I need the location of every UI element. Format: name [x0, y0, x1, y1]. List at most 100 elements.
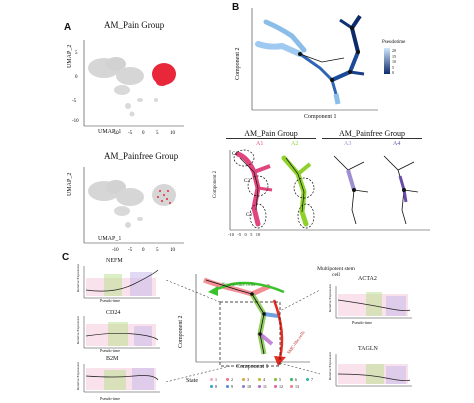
state-legend-label: 10 — [247, 384, 251, 389]
state-legend-label: 8 — [215, 384, 217, 389]
panel-a-letter: A — [64, 22, 72, 33]
state-legend-label: 5 — [279, 377, 281, 382]
acta2-xlabel: Pseudo-time — [352, 320, 372, 325]
panel-b-ylabel: Component 2 — [235, 47, 241, 81]
facet-xtick: 10 — [255, 232, 261, 237]
cluster-c1: C1 — [232, 152, 238, 157]
colorbar-tick: 0 — [392, 70, 394, 75]
group-header-painfree: AM_Painfree Group — [322, 129, 422, 139]
state-legend-item: 8 — [210, 383, 226, 390]
cd24-plot — [83, 316, 160, 349]
gene-tagln-title: TAGLN — [358, 346, 378, 352]
state-legend-label: 7 — [311, 377, 313, 382]
nefm-xlabel: Pseudo-time — [100, 298, 120, 303]
colorbar-tick: 20 — [392, 48, 396, 53]
svg-text:10: 10 — [170, 131, 176, 136]
state-legend-item: 12 — [274, 383, 290, 390]
facet-a2-trajectory — [281, 155, 315, 229]
svg-text:-10: -10 — [112, 248, 119, 253]
panel-a-ylabel-top: UMAP_2 — [67, 44, 73, 68]
state-legend-item: 5 — [274, 376, 290, 383]
facet-xtick: 5 — [250, 232, 253, 237]
state-legend-label: 6 — [295, 377, 297, 382]
state-legend-swatch — [274, 385, 277, 388]
gene-cd24-title: CD24 — [106, 310, 121, 316]
state-legend-item: 13 — [290, 383, 306, 390]
colorbar-label: Pseudotime — [382, 40, 406, 45]
panel-a-umap-plots: -10 -5 0 5 10 5 0 -5 -10 -10 -5 0 5 10 — [72, 40, 184, 253]
red-arrow-head — [274, 356, 286, 366]
facet-ylabel: Component 2 — [213, 170, 218, 198]
state-legend-label: 3 — [247, 377, 249, 382]
b2m-plot — [83, 364, 160, 393]
state-legend-item: 10 — [242, 383, 258, 390]
facet-a4-trajectory — [383, 155, 419, 225]
svg-text:0: 0 — [75, 75, 78, 80]
state-legend-swatch — [226, 385, 229, 388]
state-legend-swatch — [210, 385, 213, 388]
center-trajectory — [165, 274, 321, 382]
nefm-ylabel: Relative Expression — [76, 263, 80, 292]
facet-xtick: -5 — [237, 232, 242, 237]
state-legend-swatch — [210, 378, 213, 381]
panel-b-trajectory — [251, 8, 390, 111]
state-legend-label: 9 — [231, 384, 233, 389]
center-xlabel: Component 1 — [236, 364, 269, 370]
svg-text:-5: -5 — [128, 131, 133, 136]
state-legend-label: 4 — [263, 377, 265, 382]
colorbar-tick: 15 — [392, 53, 396, 59]
umap-bottom: -10 -5 0 5 10 — [83, 167, 184, 253]
state-legend-label: 1 — [215, 377, 217, 382]
state-legend-swatch — [242, 385, 245, 388]
green-arrow-head — [208, 286, 218, 296]
group-header-pain: AM_Pain Group — [226, 129, 316, 139]
state-legend: 1 2 3 4 5 6 78 9 10 11 12 13 — [210, 376, 330, 390]
state-legend-swatch — [306, 378, 309, 381]
facet-a4: A4 — [393, 141, 401, 147]
panel-c-letter: C — [62, 252, 70, 263]
facet-xticks: -10 -5 0 5 10 — [228, 232, 428, 237]
b2m-xlabel: Pseudo-time — [100, 396, 120, 401]
cluster-c2: C2 — [244, 179, 250, 184]
svg-text:-5: -5 — [72, 99, 77, 104]
panel-a-ylabel-bottom: UMAP_2 — [67, 172, 73, 196]
colorbar-tick: 10 — [392, 59, 396, 64]
panel-a-xlabel-bottom: UMAP_1 — [98, 236, 122, 242]
facet-a3-trajectory — [333, 155, 369, 225]
b2m-ylabel: Relative Expression — [76, 361, 80, 390]
umap-top: -10 -5 0 5 10 5 0 -5 -10 — [72, 40, 184, 136]
state-legend-title: State — [186, 378, 198, 384]
gene-acta2-title: ACTA2 — [358, 276, 377, 282]
panel-a-top-title: AM_Pain Group — [104, 20, 165, 30]
acta2-ylabel: Relative Expression — [328, 283, 332, 312]
svg-text:0: 0 — [142, 248, 145, 253]
facet-a1: A1 — [256, 141, 264, 147]
annotation-multipotent: Multipotent stem cell — [317, 266, 355, 278]
gene-b2m-title: B2M — [106, 356, 119, 362]
facet-a2: A2 — [291, 141, 299, 147]
facet-xtick: 0 — [244, 232, 247, 237]
state-legend-swatch — [258, 385, 261, 388]
state-legend-item: 9 — [226, 383, 242, 390]
nefm-plot — [83, 266, 160, 299]
panel-b-xlabel: Component 1 — [304, 114, 337, 120]
pseudotime-colorbar — [384, 48, 390, 74]
svg-text:5: 5 — [75, 51, 78, 56]
state-legend-item: 7 — [306, 376, 322, 383]
state-legend-swatch — [274, 378, 277, 381]
state-legend-label: 12 — [279, 384, 283, 389]
state-legend-label: 13 — [295, 384, 299, 389]
state-legend-item: 1 — [210, 376, 226, 383]
center-ylabel: Component 2 — [178, 315, 184, 349]
state-legend-item: 2 — [226, 376, 242, 383]
left-gene-plots — [83, 266, 160, 393]
state-legend-label: 11 — [263, 384, 267, 389]
svg-text:0: 0 — [142, 131, 145, 136]
colorbar-ticks: 20 15 10 5 0 — [392, 48, 396, 76]
svg-text:5: 5 — [156, 131, 159, 136]
tagln-ylabel: Relative Expression — [328, 351, 332, 380]
svg-text:-10: -10 — [72, 119, 79, 124]
state-legend-item: 6 — [290, 376, 306, 383]
panel-b-letter: B — [232, 2, 240, 13]
panel-b-facets — [229, 149, 430, 231]
